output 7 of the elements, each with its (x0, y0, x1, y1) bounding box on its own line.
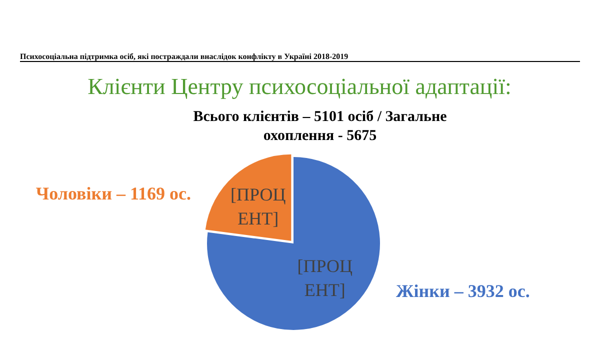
data-label: [ПРОЦЕНТ] (230, 184, 286, 228)
slice-label: Чоловіки – 1169 ос. (36, 183, 191, 204)
slice-label: Жінки – 3932 ос. (396, 280, 530, 301)
data-label: [ПРОЦЕНТ] (297, 256, 352, 300)
chart-subtitle: Всього клієнтів – 5101 осіб / Загальне охоплення - 5675 (192, 108, 448, 146)
chart-title: Клієнти Центру психосоціальної адаптації: (86, 74, 512, 100)
text: Психосоціальна підтримка осіб, які постраждали внаслідок конфлікту в Україні 2018-2019 (20, 52, 580, 62)
